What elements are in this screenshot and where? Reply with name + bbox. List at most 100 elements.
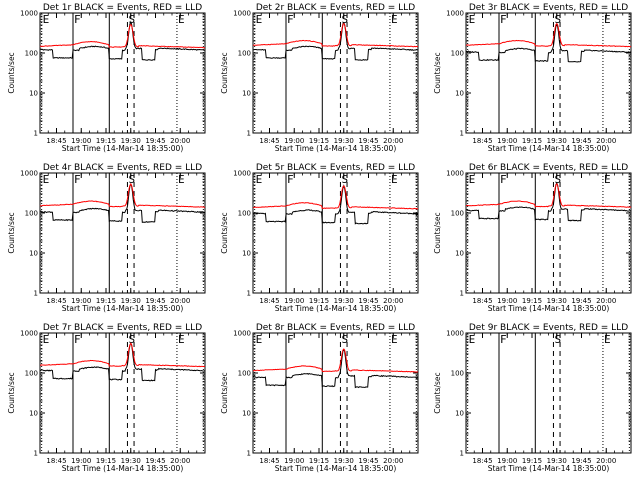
marker-label: E (43, 333, 50, 346)
y-tick-label: 10 (455, 90, 464, 98)
series-lld-line (252, 185, 419, 210)
y-tick-label: 100 (25, 370, 38, 378)
marker-label: E (604, 13, 611, 26)
plot-frame (39, 332, 206, 454)
x-tick-label: 20:00 (383, 457, 403, 465)
x-tick-label: 20:00 (383, 137, 403, 145)
marker-label: S (128, 173, 135, 186)
x-tick-label: 19:15 (522, 297, 542, 305)
x-tick-label: 19:45 (145, 137, 165, 145)
x-tick-label: 19:45 (145, 297, 165, 305)
y-tick-label: 1 (460, 130, 464, 138)
marker-label: E (256, 13, 263, 26)
marker-label: E (391, 13, 398, 26)
x-tick-label: 18:45 (46, 297, 66, 305)
panel-title: Det 6r BLACK = Events, RED = LLD (469, 163, 628, 173)
x-tick-label: 19:45 (571, 457, 591, 465)
y-tick-label: 10 (455, 410, 464, 418)
marker-label: E (178, 173, 185, 186)
x-axis-label: Start Time (14-Mar-14 18:35:00) (488, 464, 610, 473)
x-tick-label: 19:15 (522, 137, 542, 145)
x-tick-label: 19:00 (284, 297, 304, 305)
marker-label: E (43, 13, 50, 26)
marker-label: E (604, 173, 611, 186)
x-tick-label: 19:00 (497, 297, 517, 305)
x-tick-label: 19:00 (497, 137, 517, 145)
panel-title: Det 8r BLACK = Events, RED = LLD (256, 323, 415, 333)
y-axis-label: Counts/sec (433, 372, 442, 413)
panel-det-9: Det 9r BLACK = Events, RED = LLD 1 10 100 10… (433, 323, 632, 473)
marker-label: F (500, 13, 507, 26)
x-tick-label: 19:30 (121, 457, 141, 465)
series-lld-line (39, 182, 206, 208)
y-tick-label: 1000 (233, 170, 251, 178)
x-tick-label: 18:45 (259, 457, 279, 465)
x-axis-label: Start Time (14-Mar-14 18:35:00) (275, 464, 397, 473)
plot-frame (252, 12, 419, 134)
y-tick-label: 100 (451, 50, 464, 58)
y-tick-label: 100 (238, 50, 251, 58)
x-tick-label: 19:00 (71, 137, 91, 145)
series-events-line (253, 21, 419, 61)
plot-frame (465, 172, 632, 294)
marker-label: F (500, 333, 507, 346)
marker-label: S (128, 13, 135, 26)
panel-det-3: Det 3r BLACK = Events, RED = LLD 1 10 100 10… (433, 3, 632, 153)
plot-frame (39, 12, 206, 134)
y-tick-label: 1000 (233, 10, 251, 18)
marker-label: S (128, 333, 135, 346)
marker-label: E (178, 13, 185, 26)
panel-det-4: Det 4r BLACK = Events, RED = LLD 1 10 100 10… (7, 163, 206, 313)
y-tick-label: 100 (25, 50, 38, 58)
x-tick-label: 19:30 (547, 457, 567, 465)
x-tick-label: 19:00 (71, 297, 91, 305)
series-events-line (39, 182, 206, 223)
marker-label: S (554, 13, 561, 26)
panel-det-5: Det 5r BLACK = Events, RED = LLD 1 10 100 10… (220, 163, 419, 313)
y-tick-label: 1 (460, 450, 464, 458)
x-tick-label: 18:45 (46, 137, 66, 145)
marker-label: E (469, 173, 476, 186)
y-tick-label: 1 (247, 290, 251, 298)
marker-label: E (469, 13, 476, 26)
x-tick-label: 18:45 (472, 457, 492, 465)
y-tick-label: 1 (34, 130, 38, 138)
x-tick-label: 19:45 (358, 137, 378, 145)
x-tick-label: 20:00 (170, 457, 190, 465)
x-tick-label: 20:00 (170, 297, 190, 305)
y-tick-label: 1 (34, 450, 38, 458)
panel-title: Det 9r BLACK = Events, RED = LLD (469, 323, 628, 333)
y-tick-label: 1 (247, 130, 251, 138)
y-tick-label: 1000 (20, 10, 38, 18)
marker-label: F (74, 13, 81, 26)
y-tick-label: 1 (34, 290, 38, 298)
y-tick-label: 100 (451, 370, 464, 378)
y-axis-label: Counts/sec (220, 52, 229, 93)
x-tick-label: 20:00 (596, 457, 616, 465)
marker-label: S (554, 173, 561, 186)
x-tick-label: 20:00 (170, 137, 190, 145)
y-tick-label: 100 (451, 210, 464, 218)
x-tick-label: 18:45 (472, 137, 492, 145)
series-events-line (465, 181, 632, 222)
y-tick-label: 1 (460, 290, 464, 298)
x-tick-label: 19:15 (96, 457, 116, 465)
x-tick-label: 20:00 (596, 297, 616, 305)
y-axis-label: Counts/sec (433, 52, 442, 93)
x-tick-label: 19:15 (309, 457, 329, 465)
panel-title: Det 1r BLACK = Events, RED = LLD (43, 3, 202, 13)
x-tick-label: 19:15 (522, 457, 542, 465)
y-tick-label: 10 (242, 410, 251, 418)
y-axis-label: Counts/sec (433, 212, 442, 253)
series-events-line (465, 23, 632, 63)
y-tick-label: 1000 (20, 330, 38, 338)
series-lld-line (252, 348, 418, 373)
panel-title: Det 2r BLACK = Events, RED = LLD (256, 3, 415, 13)
x-tick-label: 19:00 (284, 457, 304, 465)
x-tick-label: 19:15 (309, 137, 329, 145)
x-tick-label: 19:15 (96, 297, 116, 305)
series-events-line (39, 20, 206, 61)
marker-label: E (256, 333, 263, 346)
x-tick-label: 19:30 (334, 297, 354, 305)
